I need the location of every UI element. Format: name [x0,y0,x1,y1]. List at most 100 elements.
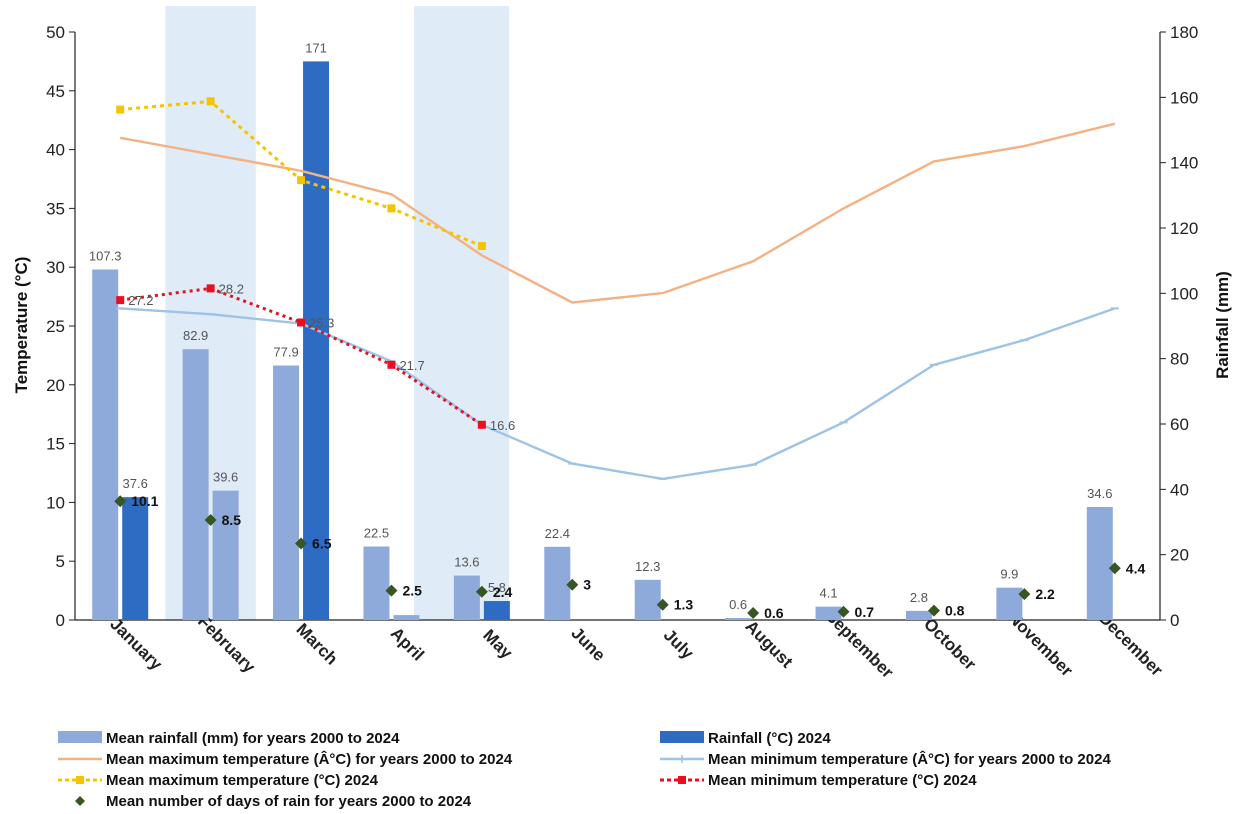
mean-rainfall-bar-february [182,349,209,620]
x-tick-label-february: February [194,612,259,677]
legend-item-5-label: Mean minimum temperature (°C) 2024 [708,772,977,789]
mean-rainfall-label-september: 4.1 [820,586,838,601]
mean-rainfall-label-april: 22.5 [364,526,389,541]
mean-rainfall-label-march: 77.9 [273,345,298,360]
legend-item-0-label: Mean rainfall (mm) for years 2000 to 202… [106,730,400,747]
min-temp-2024-label-january: 27.2 [128,293,153,308]
mean-rainfall-bar-january [92,269,119,620]
rain-days-label-march: 6.5 [312,536,332,552]
mean-rainfall-label-november: 9.9 [1000,567,1018,582]
shade-april-may [414,6,509,620]
rain-days-label-february: 8.5 [222,512,242,528]
min-temp-2024-line [120,286,483,427]
max-temp-2024-marker-march [297,176,306,185]
rainfall-2024-label-may: 5.8 [488,580,506,595]
rain-days-label-october: 0.8 [945,603,965,619]
legend-item-1-swatch [660,731,704,743]
mean-rainfall-bar-april [363,546,390,620]
rain-days-marker-december [1108,562,1121,575]
mean-rainfall-label-february: 82.9 [183,328,208,343]
mean-rainfall-bar-july [634,579,661,620]
legend-item-3-label: Mean minimum temperature (Â°C) for years… [708,750,1111,768]
min-temp-2024-marker-february [206,284,215,293]
max-temp-2024-marker-april [387,204,396,213]
mean-rainfall-label-december: 34.6 [1087,486,1112,501]
max-temp-2024-marker-january [116,105,125,114]
rain-days-marker-november [1018,588,1031,601]
y-left-axis-title: Temperature (°C) [12,257,31,394]
x-tick-label-october: October [920,614,980,674]
rainfall-2024-label-february: 39.6 [213,470,238,485]
rain-days-marker-september [837,605,850,618]
y-right-tick-label-9: 180 [1170,23,1198,42]
min-temp-2024-marker-january [116,296,125,305]
rainfall-2024-bar-february [212,490,239,620]
rain-days-label-december: 4.4 [1126,560,1146,576]
y-left-tick-label-2: 10 [46,493,65,512]
min-temp-2024-label-may: 16.6 [490,418,515,433]
min-temp-2024-label-february: 28.2 [219,281,244,296]
mean-rainfall-label-august: 0.6 [729,597,747,612]
rain-days-label-july: 1.3 [674,597,694,613]
y-right-tick-label-1: 20 [1170,546,1189,565]
y-right-tick-label-4: 80 [1170,350,1189,369]
y-left-tick-label-7: 35 [46,199,65,218]
y-left-tick-label-6: 30 [46,258,65,277]
rain-days-label-january: 10.1 [131,493,158,509]
rainfall-2024-bar-may [483,601,510,620]
x-tick-label-april: April [387,624,428,665]
rain-days-marker-january [114,495,127,508]
x-tick-label-june: June [567,623,608,664]
y-right-axis-title: Rainfall (mm) [1213,271,1232,379]
x-tick-label-march: March [293,620,342,669]
max-temp-2024-marker-may [477,242,486,251]
rain-days-marker-july [656,598,669,611]
rainfall-2024-label-march: 171 [305,40,327,55]
y-left-tick-label-1: 5 [56,552,65,571]
rain-days-label-august: 0.6 [764,605,784,621]
legend-item-4-label: Mean maximum temperature (°C) 2024 [106,772,379,789]
min-temp-2024-marker-april [387,360,396,369]
y-right-tick-label-6: 120 [1170,219,1198,238]
y-right-tick-label-3: 60 [1170,415,1189,434]
rain-days-marker-march [295,537,308,550]
min-temp-2024-marker-may [477,420,486,429]
mean-rainfall-bar-november [996,587,1023,620]
y-left-tick-label-5: 25 [46,317,65,336]
rain-days-label-september: 0.7 [855,604,875,620]
rain-days-label-may: 2.4 [493,584,513,600]
legend-item-0-swatch [58,731,102,743]
min-temp-2024-label-march: 25.3 [309,315,334,330]
legend-item-6-swatch [75,796,85,806]
x-tick-label-january: January [106,614,166,674]
y-right-tick-label-8: 160 [1170,88,1198,107]
max-temp-2024-marker-february [206,97,215,106]
mean-rainfall-label-july: 12.3 [635,559,660,574]
bars [92,61,1113,620]
y-left-tick-label-10: 50 [46,23,65,42]
mean-rainfall-label-june: 22.4 [545,526,570,541]
mean-rainfall-bar-october [905,610,932,620]
rain-days-marker-february [204,514,217,527]
y-left-tick-label-0: 0 [56,611,65,630]
mean-rainfall-bar-march [273,365,300,620]
lines [114,97,1121,619]
legend-item-6-label: Mean number of days of rain for years 20… [106,793,472,810]
x-tick-label-may: May [479,626,516,663]
legend-item-2-label: Mean maximum temperature (Â°C) for years… [106,750,513,768]
y-left-tick-label-9: 45 [46,82,65,101]
mean-rainfall-bar-june [544,546,571,620]
rain-days-marker-october [927,604,940,617]
y-right-tick-label-5: 100 [1170,284,1198,303]
min-temp-2024-marker-march [297,318,306,327]
shaded-periods [165,6,509,620]
data-labels: 107.3 82.9 77.9 22.5 13.6 22.4 12.3 0.6 4.1 2.8 9.… [89,40,1146,621]
rainfall-2024-label-january: 37.6 [123,476,148,491]
y-left-tick-label-3: 15 [46,435,65,454]
min-temp-2024-label-april: 21.7 [399,358,424,373]
mean-min-temp-line [120,307,1116,481]
mean-rainfall-bar-may [453,575,480,620]
x-tick-label-july: July [660,625,698,663]
rainfall-2024-bar-march [303,61,330,620]
